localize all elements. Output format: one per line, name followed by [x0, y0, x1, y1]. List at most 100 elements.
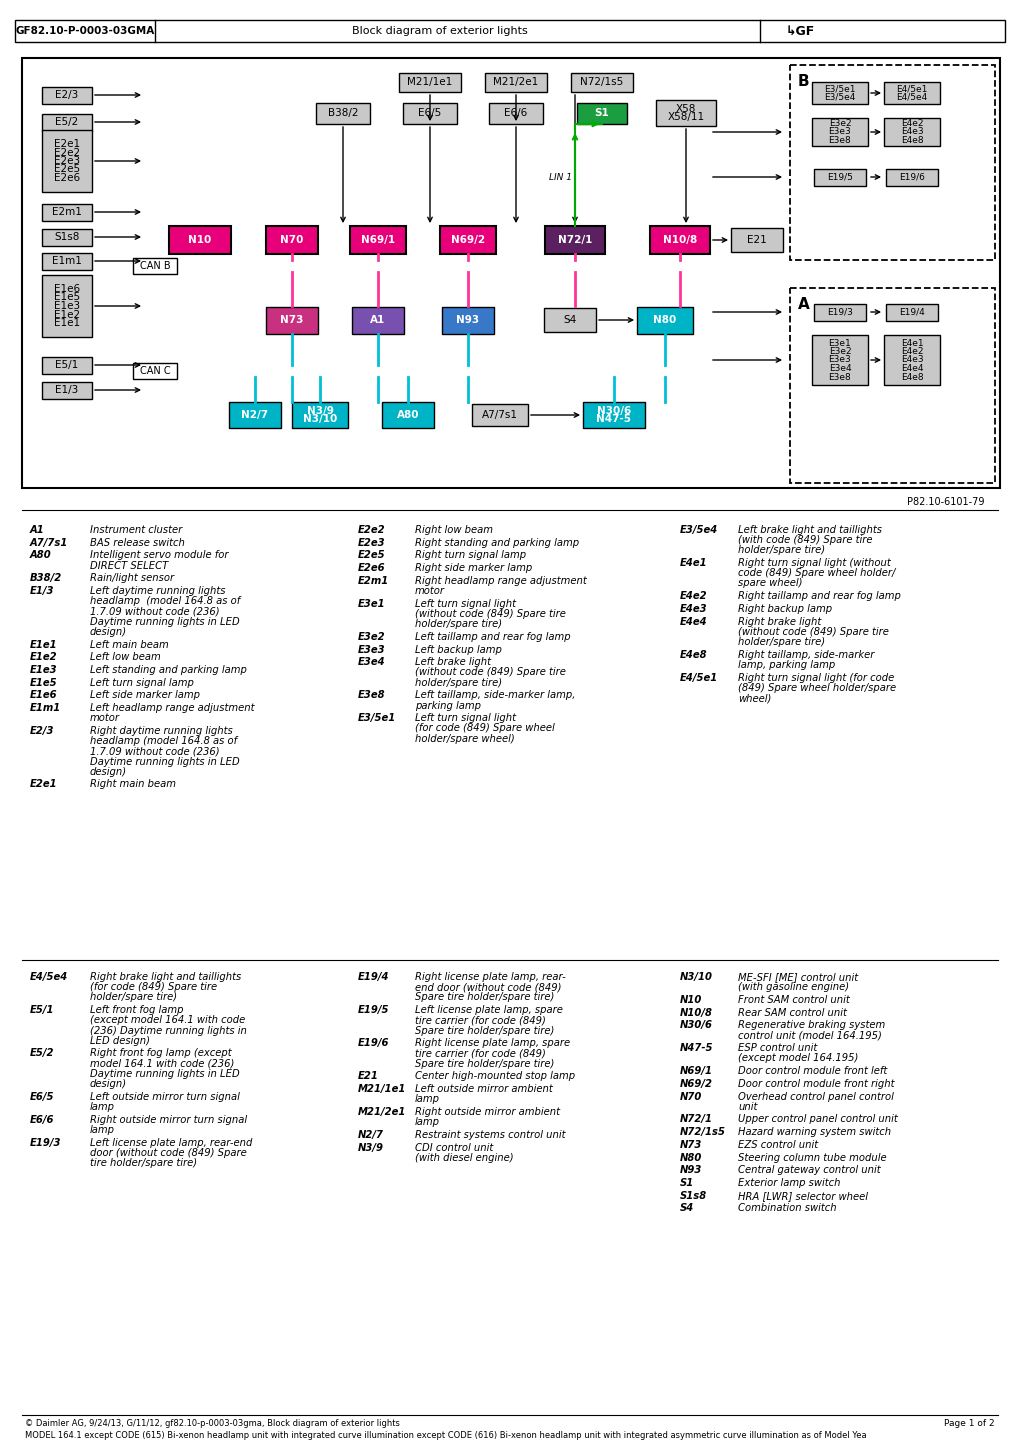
Text: (with code (849) Spare tire: (with code (849) Spare tire: [738, 535, 871, 545]
FancyBboxPatch shape: [398, 72, 461, 91]
Text: E19/4: E19/4: [898, 307, 924, 316]
Text: E21: E21: [746, 235, 766, 245]
FancyBboxPatch shape: [472, 404, 528, 425]
Text: tire carrier (for code (849): tire carrier (for code (849): [415, 1048, 545, 1058]
Text: Right low beam: Right low beam: [415, 525, 492, 535]
Text: Daytime running lights in LED: Daytime running lights in LED: [90, 1069, 239, 1079]
Text: design): design): [90, 1079, 127, 1089]
Text: Right outside mirror turn signal: Right outside mirror turn signal: [90, 1115, 247, 1125]
Text: Left turn signal lamp: Left turn signal lamp: [90, 678, 194, 688]
Text: Right license plate lamp, spare: Right license plate lamp, spare: [415, 1038, 570, 1048]
FancyBboxPatch shape: [886, 303, 937, 320]
Text: (with diesel engine): (with diesel engine): [415, 1152, 514, 1162]
Text: E2e1: E2e1: [54, 138, 79, 149]
Text: M21/2e1: M21/2e1: [493, 76, 538, 87]
Text: N2/7: N2/7: [358, 1129, 383, 1139]
Text: P82.10-6101-79: P82.10-6101-79: [907, 497, 984, 508]
Text: E3/5e1: E3/5e1: [823, 84, 855, 94]
Text: holder/spare tire): holder/spare tire): [415, 619, 501, 629]
Text: Spare tire holder/spare tire): Spare tire holder/spare tire): [415, 1025, 554, 1035]
Text: Upper control panel control unit: Upper control panel control unit: [738, 1115, 897, 1125]
Text: E1/3: E1/3: [30, 585, 54, 596]
FancyBboxPatch shape: [571, 72, 633, 91]
Text: 1.7.09 without code (236): 1.7.09 without code (236): [90, 607, 219, 616]
FancyBboxPatch shape: [22, 58, 999, 487]
Text: E1e3: E1e3: [54, 301, 79, 311]
Text: Right side marker lamp: Right side marker lamp: [415, 562, 532, 572]
Text: Door control module front right: Door control module front right: [738, 1079, 894, 1089]
Text: E6/6: E6/6: [503, 108, 527, 118]
Text: Right turn signal light (without: Right turn signal light (without: [738, 558, 890, 568]
Text: Front SAM control unit: Front SAM control unit: [738, 995, 849, 1005]
Text: S4: S4: [562, 314, 576, 324]
FancyBboxPatch shape: [316, 102, 370, 124]
Text: E1e5: E1e5: [30, 678, 57, 688]
Text: N72/1s5: N72/1s5: [580, 76, 623, 87]
FancyBboxPatch shape: [484, 72, 546, 91]
Text: E3e4: E3e4: [827, 363, 851, 373]
Text: spare wheel): spare wheel): [738, 578, 802, 588]
Text: E2e6: E2e6: [358, 562, 385, 572]
Text: Daytime running lights in LED: Daytime running lights in LED: [90, 757, 239, 767]
Text: design): design): [90, 767, 127, 777]
Text: ESP control unit: ESP control unit: [738, 1043, 816, 1053]
Text: E3e8: E3e8: [827, 372, 851, 382]
FancyBboxPatch shape: [637, 307, 692, 333]
Text: Left license plate lamp, rear-end: Left license plate lamp, rear-end: [90, 1138, 252, 1148]
Text: Right taillamp, side-marker: Right taillamp, side-marker: [738, 650, 873, 659]
Text: ↳GF: ↳GF: [785, 25, 814, 37]
Text: E2/3: E2/3: [30, 725, 54, 735]
Text: N47-5: N47-5: [596, 414, 631, 424]
FancyBboxPatch shape: [883, 82, 940, 104]
Text: Right outside mirror ambient: Right outside mirror ambient: [415, 1107, 559, 1118]
Text: Right daytime running lights: Right daytime running lights: [90, 725, 232, 735]
Text: S1: S1: [680, 1178, 694, 1188]
Text: (except model 164.1 with code: (except model 164.1 with code: [90, 1015, 245, 1025]
FancyBboxPatch shape: [350, 226, 406, 254]
FancyBboxPatch shape: [42, 228, 92, 245]
Text: E3e1: E3e1: [358, 598, 385, 609]
Text: N72/1s5: N72/1s5: [680, 1128, 726, 1138]
Text: N3/9: N3/9: [358, 1142, 383, 1152]
Text: Left front fog lamp: Left front fog lamp: [90, 1005, 183, 1015]
Text: Block diagram of exterior lights: Block diagram of exterior lights: [352, 26, 528, 36]
FancyBboxPatch shape: [649, 226, 709, 254]
Text: Regenerative braking system: Regenerative braking system: [738, 1021, 884, 1030]
Text: Center high-mounted stop lamp: Center high-mounted stop lamp: [415, 1071, 575, 1082]
Text: Left outside mirror turn signal: Left outside mirror turn signal: [90, 1092, 239, 1102]
Text: Left headlamp range adjustment: Left headlamp range adjustment: [90, 704, 255, 712]
Text: E1e1: E1e1: [30, 639, 57, 649]
Text: E2m1: E2m1: [358, 575, 389, 585]
Text: E1m1: E1m1: [30, 704, 61, 712]
Text: E3/5e4: E3/5e4: [680, 525, 717, 535]
Text: unit: unit: [738, 1102, 757, 1112]
FancyBboxPatch shape: [488, 102, 542, 124]
Text: E4/5e4: E4/5e4: [30, 972, 68, 982]
FancyBboxPatch shape: [441, 307, 493, 333]
Text: Combination switch: Combination switch: [738, 1203, 836, 1213]
Text: B: B: [797, 74, 809, 89]
Text: X58/11: X58/11: [666, 112, 704, 123]
Text: N47-5: N47-5: [680, 1043, 713, 1053]
Text: DIRECT SELECT: DIRECT SELECT: [90, 561, 168, 571]
FancyBboxPatch shape: [811, 335, 867, 385]
Text: Right turn signal lamp: Right turn signal lamp: [415, 551, 526, 561]
Text: motor: motor: [415, 585, 444, 596]
Text: X58: X58: [676, 104, 696, 114]
FancyBboxPatch shape: [583, 402, 644, 428]
Text: A7/7s1: A7/7s1: [482, 410, 518, 420]
Text: MODEL 164.1 except CODE (615) Bi-xenon headlamp unit with integrated curve illum: MODEL 164.1 except CODE (615) Bi-xenon h…: [25, 1430, 866, 1439]
Text: E2/3: E2/3: [55, 89, 78, 99]
Text: Right main beam: Right main beam: [90, 779, 176, 789]
Text: E3e8: E3e8: [827, 136, 851, 146]
Text: E1e6: E1e6: [30, 691, 57, 701]
Text: Hazard warning system switch: Hazard warning system switch: [738, 1128, 891, 1138]
FancyBboxPatch shape: [229, 402, 280, 428]
Text: HRA [LWR] selector wheel: HRA [LWR] selector wheel: [738, 1191, 867, 1201]
FancyBboxPatch shape: [42, 356, 92, 373]
Text: E5/1: E5/1: [55, 360, 78, 371]
Text: N73: N73: [680, 1139, 702, 1149]
Text: E1e3: E1e3: [30, 665, 57, 675]
FancyBboxPatch shape: [42, 87, 92, 104]
FancyBboxPatch shape: [42, 382, 92, 398]
